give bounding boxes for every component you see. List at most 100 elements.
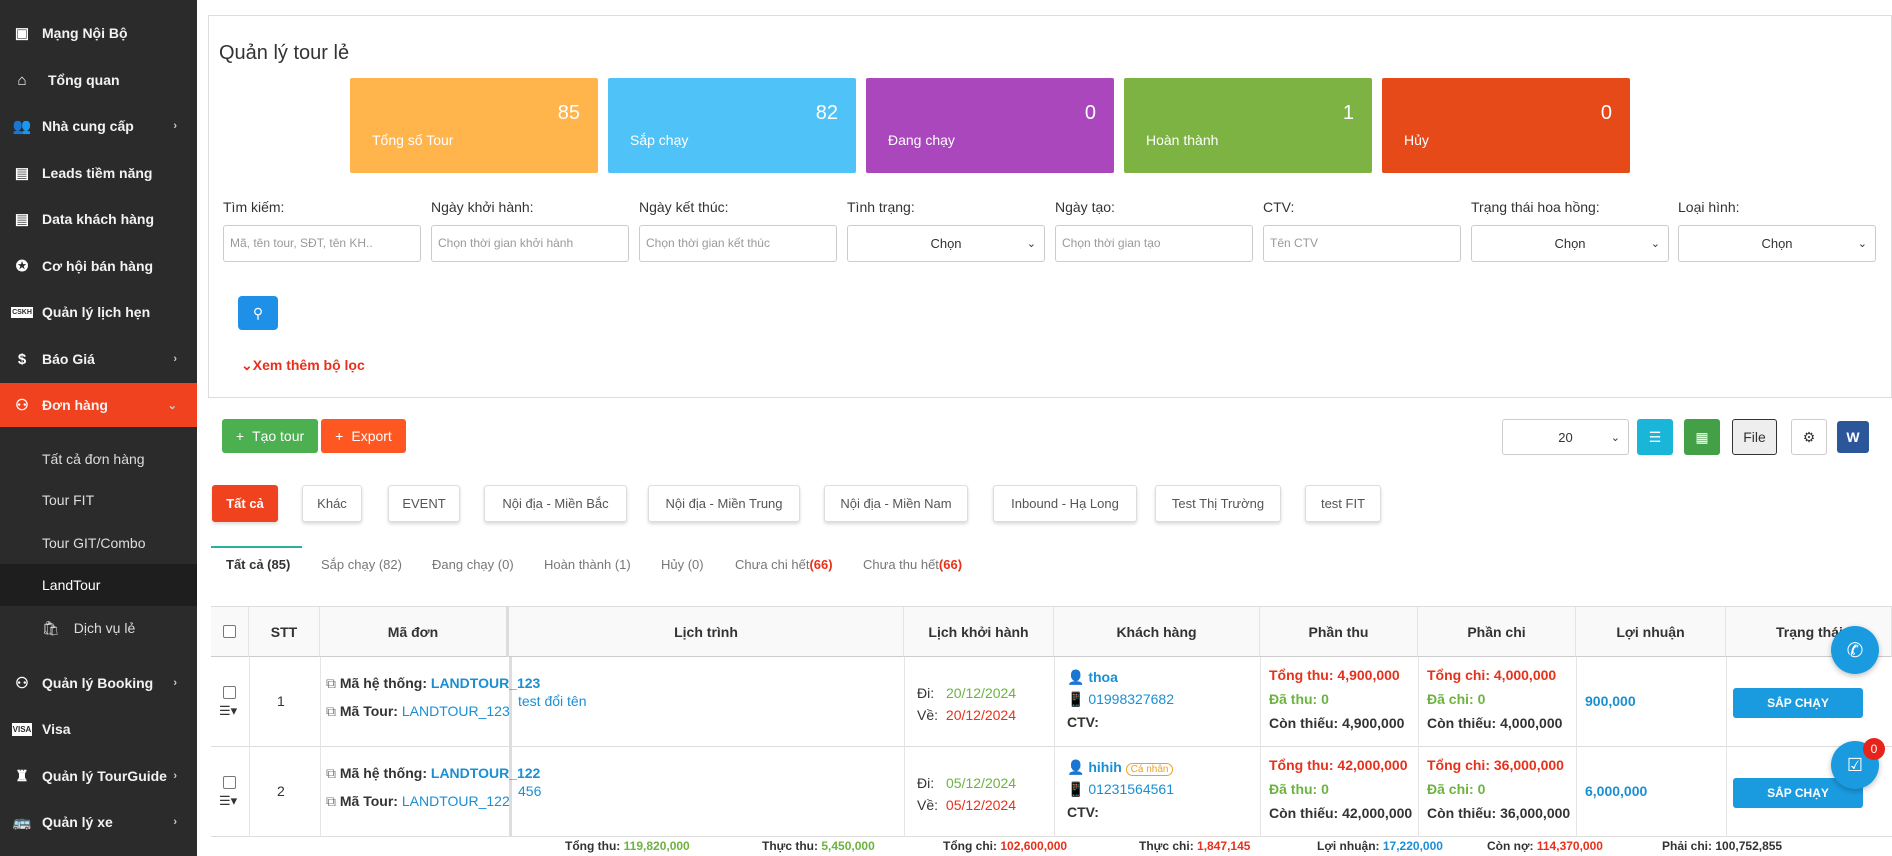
calendar-view-button[interactable]: ▦ bbox=[1684, 419, 1720, 455]
total-expense: Tổng chi: 36,000,000 bbox=[1427, 757, 1564, 773]
end-date-input[interactable]: Chọn thời gian kết thúc bbox=[639, 225, 837, 262]
tab-cancel[interactable]: Hủy (0) bbox=[661, 557, 704, 572]
search-input[interactable]: Mã, tên tour, SĐT, tên KH.. bbox=[223, 225, 421, 262]
sidebar-sub-tour-git[interactable]: Tour GIT/Combo bbox=[42, 535, 146, 551]
status-button[interactable]: SẮP CHẠY bbox=[1733, 688, 1863, 718]
type-select[interactable]: Chọn ⌄ bbox=[1678, 225, 1876, 262]
create-tour-button[interactable]: + Tạo tour bbox=[222, 419, 318, 453]
sidebar-item-orders[interactable]: ⚇ Đơn hàng ⌄ bbox=[0, 383, 197, 427]
export-button[interactable]: + Export bbox=[321, 419, 406, 453]
file-button[interactable]: File bbox=[1732, 419, 1777, 455]
sidebar-sub-landtour[interactable]: LandTour bbox=[0, 564, 197, 606]
tab-indicator bbox=[211, 546, 302, 548]
tab-done[interactable]: Hoàn thành (1) bbox=[544, 557, 631, 572]
sidebar-item-opportunity[interactable]: ✪ Cơ hội bán hàng bbox=[0, 244, 197, 288]
sidebar-sub-all-orders[interactable]: Tất cả đơn hàng bbox=[42, 451, 145, 467]
sidebar-item-supplier[interactable]: 👥 Nhà cung cấp › bbox=[0, 104, 197, 148]
th-route: Lịch trình bbox=[509, 607, 904, 657]
search-button[interactable]: ⚲ bbox=[238, 296, 278, 330]
list-view-button[interactable]: ☰ bbox=[1637, 419, 1673, 455]
departure-date: Đi: 20/12/2024 bbox=[917, 685, 1017, 701]
footer-profit: Lợi nhuận: 17,220,000 bbox=[1317, 839, 1443, 853]
tag-central[interactable]: Nội địa - Miền Trung bbox=[648, 485, 800, 522]
stat-card-total[interactable]: 85 Tổng số Tour bbox=[350, 78, 598, 173]
phone-call-button[interactable]: ✆ bbox=[1831, 626, 1879, 674]
sidebar-sub-services[interactable]: 🛍 Dịch vụ lẻ bbox=[42, 619, 136, 637]
copy-icon[interactable]: ⧉ bbox=[326, 675, 336, 691]
select-all-checkbox[interactable] bbox=[223, 625, 236, 638]
row-menu-icon[interactable]: ☰▾ bbox=[219, 703, 238, 718]
chevron-right-icon: › bbox=[173, 770, 177, 782]
th-code: Mã đơn bbox=[320, 607, 509, 657]
route-link[interactable]: test đổi tên bbox=[518, 693, 587, 709]
tag-other[interactable]: Khác bbox=[302, 485, 362, 522]
tab-unpaid-in[interactable]: Chưa thu hết(66) bbox=[863, 557, 963, 572]
copy-icon[interactable]: ⧉ bbox=[326, 765, 336, 781]
chevron-right-icon: › bbox=[173, 677, 177, 689]
row-checkbox[interactable] bbox=[223, 776, 236, 789]
sidebar-item-overview[interactable]: ⌂ Tổng quan bbox=[0, 58, 197, 102]
tab-upcoming[interactable]: Sắp chạy (82) bbox=[321, 557, 402, 572]
word-icon[interactable]: W bbox=[1837, 421, 1869, 453]
copy-icon[interactable]: ⧉ bbox=[326, 793, 336, 809]
start-date-input[interactable]: Chọn thời gian khởi hành bbox=[431, 225, 629, 262]
tag-all[interactable]: Tất cả bbox=[212, 485, 278, 522]
system-code: ⧉ Mã hệ thống: LANDTOUR_122 bbox=[326, 765, 541, 781]
tab-all[interactable]: Tất cả (85) bbox=[226, 557, 291, 572]
footer-total-income: Tổng thu: 119,820,000 bbox=[565, 839, 690, 853]
list-icon: ☰ bbox=[1648, 428, 1662, 445]
tag-test-fit[interactable]: test FIT bbox=[1305, 485, 1381, 522]
customer-ctv: CTV: bbox=[1067, 714, 1099, 730]
ctv-input[interactable]: Tên CTV bbox=[1263, 225, 1461, 262]
tag-north[interactable]: Nội địa - Miền Bắc bbox=[484, 485, 627, 522]
table-row: ☰▾ 1 ⧉ Mã hệ thống: LANDTOUR_123 ⧉ Mã To… bbox=[211, 657, 1892, 747]
stat-card-cancel[interactable]: 0 Hủy bbox=[1382, 78, 1630, 173]
page-title: Quản lý tour lẻ bbox=[219, 42, 350, 64]
remaining-income: Còn thiếu: 42,000,000 bbox=[1269, 805, 1413, 821]
system-code: ⧉ Mã hệ thống: LANDTOUR_123 bbox=[326, 675, 541, 691]
route-link[interactable]: 456 bbox=[518, 783, 542, 799]
chevron-down-icon: ⌄ bbox=[1857, 238, 1867, 250]
star-circle-icon: ✪ bbox=[15, 258, 29, 275]
sidebar-item-appointments[interactable]: CSKH Quản lý lịch hẹn bbox=[0, 290, 197, 334]
paid-income: Đã thu: 0 bbox=[1269, 781, 1329, 797]
sidebar-item-leads[interactable]: ▤ Leads tiềm năng bbox=[0, 151, 197, 195]
status-select[interactable]: Chọn ⌄ bbox=[847, 225, 1045, 262]
tab-running[interactable]: Đang chạy (0) bbox=[432, 557, 514, 572]
tag-test-market[interactable]: Test Thị Trường bbox=[1155, 485, 1281, 522]
sidebar-item-quote[interactable]: $ Báo Giá › bbox=[0, 337, 197, 381]
commission-select[interactable]: Chọn ⌄ bbox=[1471, 225, 1669, 262]
row-menu-icon[interactable]: ☰▾ bbox=[219, 793, 238, 808]
created-date-input[interactable]: Chọn thời gian tạo bbox=[1055, 225, 1253, 262]
stat-card-running[interactable]: 0 Đang chạy bbox=[866, 78, 1114, 173]
sidebar-item-customers[interactable]: ▤ Data khách hàng bbox=[0, 197, 197, 241]
sidebar-item-tourguide[interactable]: ♜ Quản lý TourGuide › bbox=[0, 754, 197, 798]
footer-actual-income: Thực thu: 5,450,000 bbox=[762, 839, 875, 853]
footer-total-expense: Tổng chi: 102,600,000 bbox=[943, 839, 1068, 853]
tag-event[interactable]: EVENT bbox=[388, 485, 460, 522]
row-checkbox[interactable] bbox=[223, 686, 236, 699]
total-expense: Tổng chi: 4,000,000 bbox=[1427, 667, 1557, 683]
chevron-right-icon: › bbox=[173, 353, 177, 365]
copy-icon[interactable]: ⧉ bbox=[326, 703, 336, 719]
stat-card-done[interactable]: 1 Hoàn thành bbox=[1124, 78, 1372, 173]
stat-card-upcoming[interactable]: 82 Sắp chạy bbox=[608, 78, 856, 173]
sidebar-item-visa[interactable]: VISA Visa bbox=[0, 707, 197, 751]
status-label: Tình trạng: bbox=[847, 199, 915, 215]
page-size-select[interactable]: 20 ⌄ bbox=[1502, 419, 1629, 455]
sidebar-item-cars[interactable]: 🚌 Quản lý xe › bbox=[0, 800, 197, 844]
sidebar-item-noibo[interactable]: ▣ Mạng Nội Bộ bbox=[0, 11, 197, 55]
tag-inbound[interactable]: Inbound - Hạ Long bbox=[993, 485, 1137, 522]
customer-name: 👤 thoa bbox=[1067, 669, 1118, 685]
sidebar-item-booking[interactable]: ⚇ Quản lý Booking › bbox=[0, 661, 197, 705]
phone-icon: ✆ bbox=[1846, 639, 1864, 662]
bag-icon: 🛍 bbox=[42, 619, 60, 636]
more-filters-link[interactable]: ⌄Xem thêm bộ lọc bbox=[241, 357, 365, 373]
departure-date: Đi: 05/12/2024 bbox=[917, 775, 1017, 791]
plus-icon: + bbox=[235, 428, 245, 444]
sidebar-sub-tour-fit[interactable]: Tour FIT bbox=[42, 492, 95, 508]
tag-south[interactable]: Nội địa - Miền Nam bbox=[824, 485, 968, 522]
customer-ctv: CTV: bbox=[1067, 804, 1099, 820]
tab-unpaid-out[interactable]: Chưa chi hết(66) bbox=[735, 557, 833, 572]
settings-button[interactable]: ⚙ bbox=[1791, 419, 1827, 455]
